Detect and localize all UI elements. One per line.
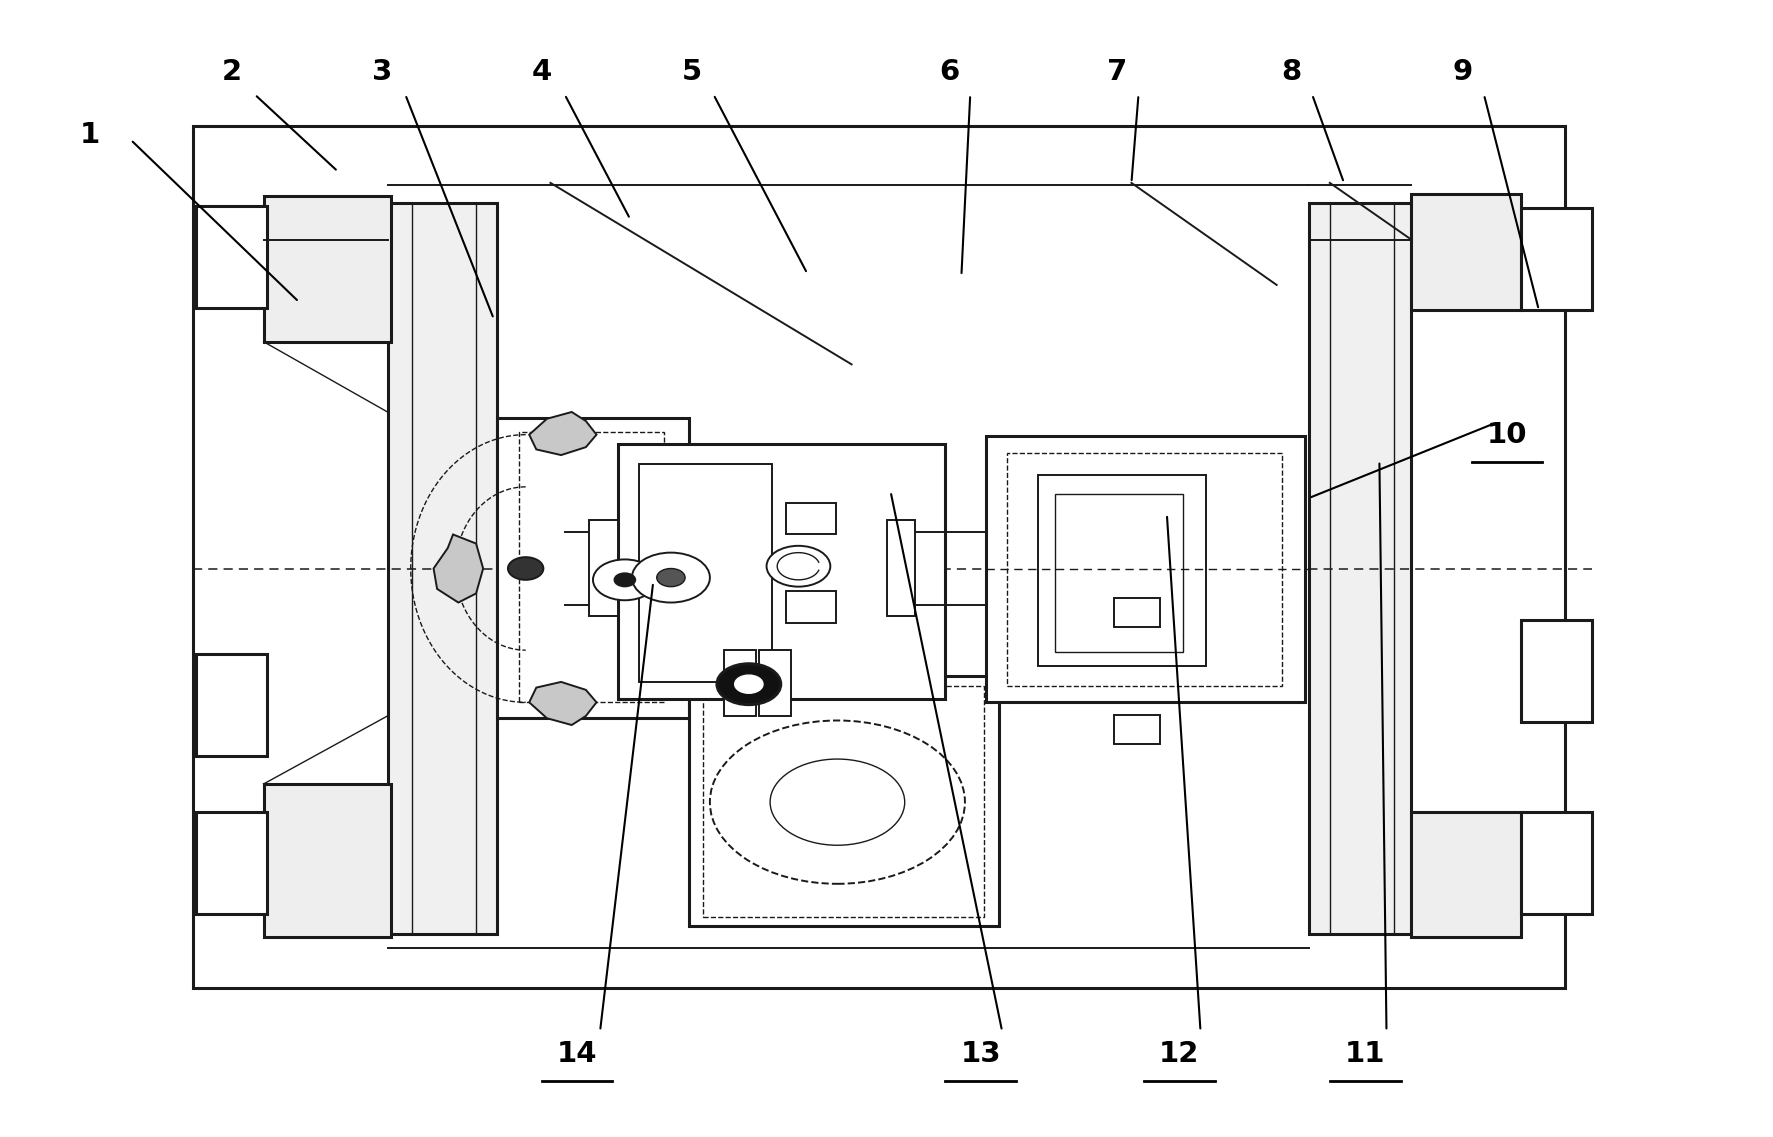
- Bar: [1113, 715, 1160, 745]
- Circle shape: [766, 546, 830, 587]
- Bar: [886, 520, 915, 616]
- Text: 4: 4: [532, 58, 551, 85]
- Bar: [197, 812, 268, 914]
- Text: 14: 14: [557, 1040, 598, 1068]
- Bar: [1519, 620, 1590, 722]
- Bar: [785, 591, 835, 623]
- Circle shape: [716, 664, 780, 705]
- Text: 10: 10: [1486, 421, 1527, 449]
- Bar: [496, 417, 688, 719]
- Bar: [1411, 812, 1519, 937]
- Bar: [617, 443, 945, 699]
- Bar: [702, 687, 984, 916]
- Bar: [1037, 475, 1206, 666]
- Circle shape: [613, 573, 635, 587]
- Circle shape: [656, 568, 684, 587]
- Bar: [1007, 453, 1282, 687]
- Circle shape: [631, 553, 709, 603]
- Text: 8: 8: [1280, 58, 1300, 85]
- Bar: [688, 677, 998, 926]
- Bar: [1113, 598, 1160, 628]
- Text: 13: 13: [959, 1040, 1000, 1068]
- Bar: [264, 785, 390, 937]
- Circle shape: [709, 721, 965, 883]
- Bar: [1055, 493, 1183, 653]
- Text: 11: 11: [1344, 1040, 1385, 1068]
- Bar: [589, 520, 617, 616]
- Text: 5: 5: [683, 58, 702, 85]
- Bar: [193, 126, 1564, 988]
- Bar: [1308, 204, 1411, 933]
- Bar: [264, 197, 390, 341]
- Polygon shape: [528, 682, 596, 725]
- Polygon shape: [433, 534, 482, 603]
- Circle shape: [507, 557, 543, 580]
- Circle shape: [734, 675, 762, 694]
- Bar: [759, 650, 791, 716]
- Bar: [197, 206, 268, 308]
- Bar: [1519, 812, 1590, 914]
- Text: 12: 12: [1158, 1040, 1199, 1068]
- Bar: [197, 654, 268, 756]
- Bar: [1519, 208, 1590, 310]
- Bar: [1411, 194, 1519, 310]
- Text: 9: 9: [1452, 58, 1472, 85]
- Text: 2: 2: [222, 58, 241, 85]
- Bar: [387, 204, 496, 933]
- Bar: [518, 432, 663, 703]
- Bar: [723, 650, 755, 716]
- Bar: [785, 503, 835, 534]
- Text: 6: 6: [938, 58, 959, 85]
- Bar: [986, 435, 1305, 703]
- Circle shape: [769, 760, 904, 845]
- Text: 3: 3: [372, 58, 392, 85]
- Bar: [638, 464, 771, 682]
- Polygon shape: [528, 412, 596, 455]
- Text: 7: 7: [1106, 58, 1128, 85]
- Circle shape: [592, 559, 656, 600]
- Text: 1: 1: [80, 122, 99, 149]
